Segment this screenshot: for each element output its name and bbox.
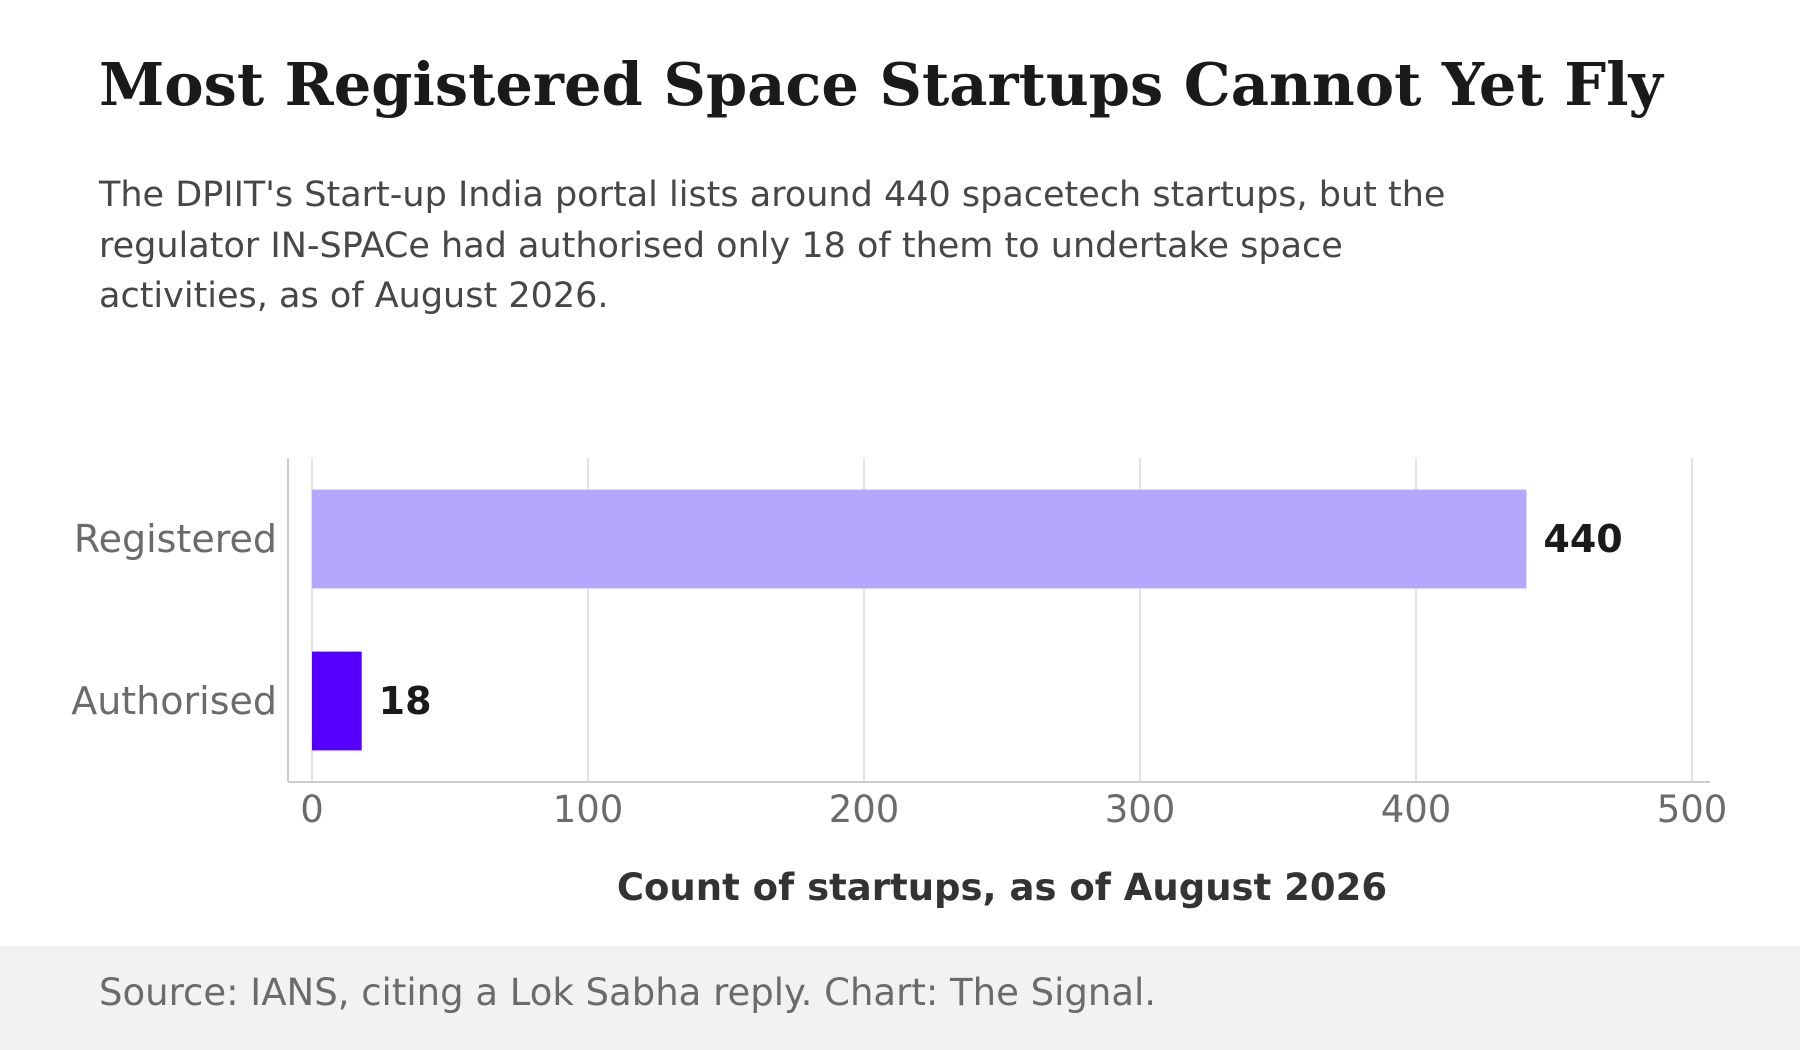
chart-title: Most Registered Space Startups Cannot Ye… xyxy=(99,50,1663,119)
footer-band xyxy=(0,946,1800,1050)
x-tick-label: 400 xyxy=(1381,788,1452,831)
axes xyxy=(287,458,1710,783)
category-label: Authorised xyxy=(71,679,277,723)
category-label: Registered xyxy=(74,517,277,561)
bar-authorised xyxy=(312,651,362,751)
data-label: 440 xyxy=(1543,517,1622,561)
x-tick-label: 300 xyxy=(1105,788,1176,831)
x-axis-label: Count of startups, as of August 2026 xyxy=(617,866,1387,909)
chart-subtitle: The DPIIT's Start-up India portal lists … xyxy=(99,175,1446,316)
x-tick-label: 500 xyxy=(1657,788,1728,831)
bar-registered xyxy=(312,489,1527,589)
bars xyxy=(312,489,1527,751)
bar-chart: 0 100 200 300 400 500 Registered Authorised 44… xyxy=(71,458,1727,909)
x-tick-labels: 0 100 200 300 400 500 xyxy=(300,788,1727,831)
x-tick-label: 200 xyxy=(829,788,900,831)
data-label: 18 xyxy=(379,679,432,723)
data-labels: 440 18 xyxy=(379,517,1623,723)
category-labels: Registered Authorised xyxy=(71,517,277,723)
source-note: Source: IANS, citing a Lok Sabha reply. … xyxy=(99,971,1157,1014)
x-tick-label: 100 xyxy=(553,788,624,831)
x-tick-label: 0 xyxy=(300,788,324,831)
